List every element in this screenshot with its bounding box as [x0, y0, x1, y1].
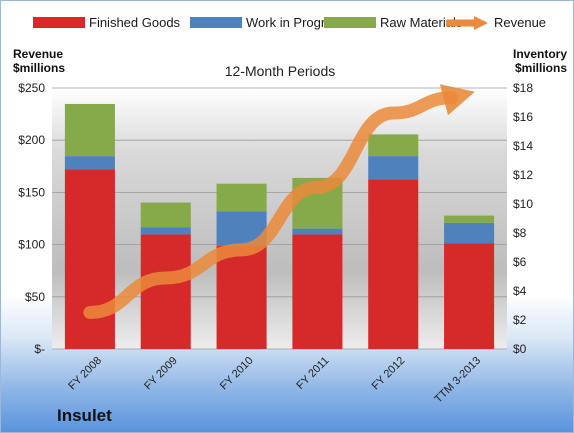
- chart-title: 12-Month Periods: [225, 63, 336, 79]
- left-axis-title: Revenue $millions: [13, 47, 65, 75]
- left-tick-label: $250: [18, 81, 45, 95]
- bar-raw-materials: [368, 134, 419, 157]
- category-label: TTM 3-2013: [432, 355, 483, 406]
- bar-raw-materials: [444, 215, 495, 223]
- left-tick-label: $200: [18, 133, 45, 147]
- legend: Finished Goods Work in Progress Raw Mate…: [1, 15, 573, 35]
- right-tick-label: $16: [513, 110, 533, 124]
- right-tick-label: $6: [513, 255, 527, 269]
- legend-swatch-raw-materials: [324, 17, 376, 28]
- bar-finished-goods: [292, 234, 343, 349]
- right-tick-label: $8: [513, 226, 527, 240]
- left-tick-label: $150: [18, 185, 45, 199]
- legend-item-finished-goods: Finished Goods: [33, 15, 180, 30]
- category-label: FY 2012: [370, 355, 408, 393]
- right-tick-label: $2: [513, 313, 527, 327]
- left-tick-label: $-: [34, 342, 45, 356]
- legend-label-finished-goods: Finished Goods: [89, 15, 181, 30]
- right-axis-title-line1: Inventory: [513, 47, 568, 61]
- bar-work-in-progress: [64, 156, 115, 170]
- legend-swatch-finished-goods: [33, 17, 85, 28]
- left-axis-title-line2: $millions: [13, 61, 66, 75]
- right-tick-label: $4: [513, 284, 527, 298]
- bar-finished-goods: [444, 243, 495, 349]
- bar-finished-goods: [140, 234, 191, 349]
- legend-item-work-in-progress: Work in Progress: [190, 15, 345, 30]
- legend-arrow-icon: [446, 15, 488, 30]
- bar-finished-goods: [64, 169, 115, 349]
- bar-work-in-progress: [368, 156, 419, 180]
- right-tick-label: $0: [513, 342, 527, 356]
- bar-raw-materials: [64, 103, 115, 157]
- legend-item-raw-materials: Raw Materials: [324, 15, 462, 30]
- revenue-arrowhead: [439, 84, 475, 116]
- category-label: FY 2008: [66, 355, 104, 393]
- bar-work-in-progress: [444, 222, 495, 244]
- legend-label-raw-materials: Raw Materials: [380, 15, 463, 30]
- right-tick-label: $10: [513, 197, 533, 211]
- bar-finished-goods: [368, 179, 419, 349]
- right-axis-title: Inventory $millions: [513, 47, 567, 75]
- legend-item-revenue: Revenue: [446, 15, 546, 30]
- company-name: Insulet: [57, 406, 112, 425]
- bar-work-in-progress: [292, 228, 343, 235]
- revenue-line: [83, 91, 459, 319]
- right-tick-label: $14: [513, 139, 533, 153]
- category-label: FY 2009: [142, 355, 180, 393]
- category-label: FY 2011: [294, 355, 331, 392]
- left-tick-label: $50: [25, 290, 45, 304]
- left-axis-title-line1: Revenue: [13, 47, 64, 61]
- bar-finished-goods: [216, 246, 267, 349]
- legend-label-revenue: Revenue: [494, 15, 547, 30]
- right-tick-label: $18: [513, 81, 533, 95]
- bar-raw-materials: [216, 183, 267, 212]
- bar-raw-materials: [140, 202, 191, 228]
- right-tick-label: $12: [513, 168, 533, 182]
- legend-swatch-work-in-progress: [190, 17, 242, 28]
- bar-work-in-progress: [140, 227, 191, 235]
- right-axis-title-line2: $millions: [515, 61, 568, 75]
- category-label: FY 2010: [218, 355, 256, 393]
- legend-label-work-in-progress: Work in Progress: [246, 15, 346, 30]
- left-tick-label: $100: [18, 238, 45, 252]
